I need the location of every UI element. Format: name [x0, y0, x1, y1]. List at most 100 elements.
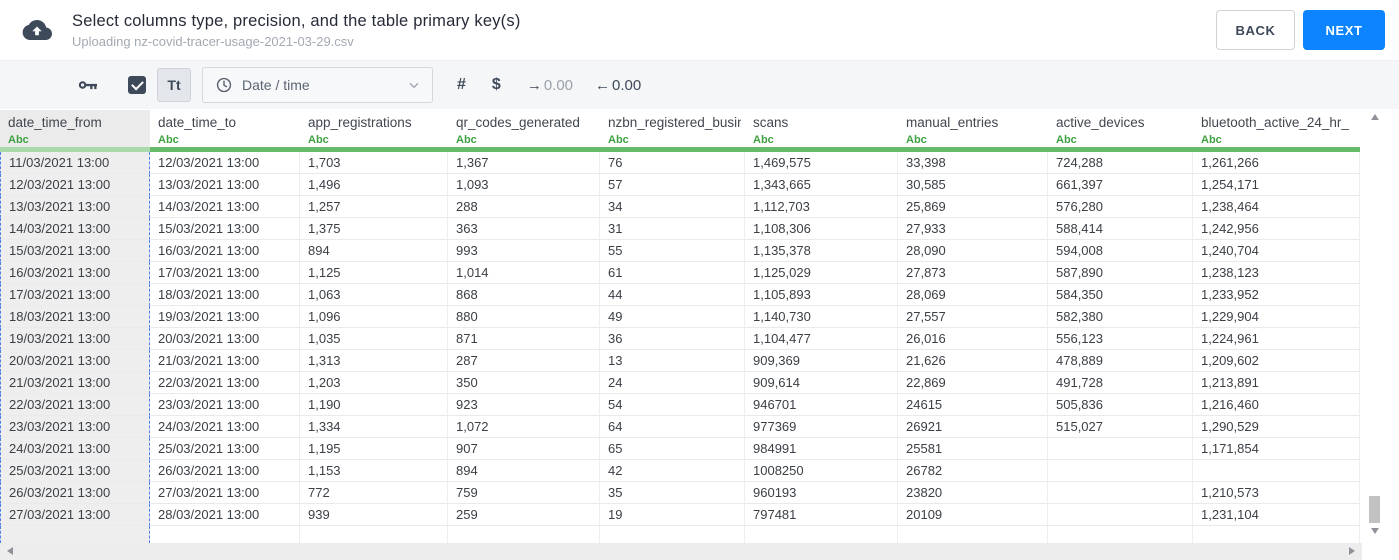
column-type-label: Abc	[1201, 134, 1222, 146]
table-cell: 515,027	[1048, 416, 1193, 438]
table-cell: 724,288	[1048, 152, 1193, 174]
column-header-date_time_to[interactable]: date_time_to Abc	[150, 110, 300, 152]
table-cell: 1,290,529	[1193, 416, 1360, 438]
table-cell: 993	[448, 240, 600, 262]
text-type-button[interactable]: Tt	[157, 68, 191, 102]
table-cell: 13	[600, 350, 745, 372]
increase-precision-button[interactable]: → 0.00	[527, 77, 573, 94]
column-type-label: Abc	[906, 134, 927, 146]
table-cell: 35	[600, 482, 745, 504]
table-cell: 36	[600, 328, 745, 350]
column-header-manual_entries[interactable]: manual_entries Abc	[898, 110, 1048, 152]
column-header-date_time_from[interactable]: date_time_from Abc	[0, 110, 150, 152]
table-cell: 19/03/2021 13:00	[0, 328, 150, 350]
table-cell: 939	[300, 504, 448, 526]
column-name: scans	[753, 115, 789, 130]
table-cell: 22/03/2021 13:00	[150, 372, 300, 394]
table-cell: 16/03/2021 13:00	[0, 262, 150, 284]
table-cell: 11/03/2021 13:00	[0, 152, 150, 174]
table-cell: 27/03/2021 13:00	[150, 482, 300, 504]
key-icon	[78, 81, 97, 90]
column-header-qr_codes_generated[interactable]: qr_codes_generated Abc	[448, 110, 600, 152]
include-column-checkbox[interactable]	[128, 76, 146, 94]
column-header-active_devices[interactable]: active_devices Abc	[1048, 110, 1193, 152]
table-cell: 960193	[745, 482, 898, 504]
scroll-down-icon[interactable]	[1371, 528, 1379, 534]
table-cell	[1193, 460, 1360, 482]
back-button[interactable]: BACK	[1216, 10, 1295, 50]
table-cell: 1,105,893	[745, 284, 898, 306]
column-header-scans[interactable]: scans Abc	[745, 110, 898, 152]
table-row: 15/03/2021 13:00 16/03/2021 13:00 894 993 55…	[0, 240, 1360, 262]
table-cell: 31	[600, 218, 745, 240]
column-type-label: Abc	[308, 134, 329, 146]
table-cell: 1,216,460	[1193, 394, 1360, 416]
table-row: 19/03/2021 13:00 20/03/2021 13:00 1,035 871…	[0, 328, 1360, 350]
arrow-right-icon: →	[526, 76, 542, 94]
scroll-up-icon[interactable]	[1371, 114, 1379, 120]
table-row: 16/03/2021 13:00 17/03/2021 13:00 1,125 1,0…	[0, 262, 1360, 284]
table-cell: 1,231,104	[1193, 504, 1360, 526]
number-type-button[interactable]: #	[457, 76, 466, 93]
table-cell: 350	[448, 372, 600, 394]
table-cell: 1,125	[300, 262, 448, 284]
table-cell: 772	[300, 482, 448, 504]
table-cell: 556,123	[1048, 328, 1193, 350]
table-cell: 907	[448, 438, 600, 460]
table-cell: 363	[448, 218, 600, 240]
table-cell: 22/03/2021 13:00	[0, 394, 150, 416]
column-type-label: Abc	[1056, 134, 1077, 146]
table-cell: 1,261,266	[1193, 152, 1360, 174]
table-cell: 16/03/2021 13:00	[150, 240, 300, 262]
column-type-label: Abc	[158, 134, 179, 146]
table-cell: 259	[448, 504, 600, 526]
table-cell: 1,229,904	[1193, 306, 1360, 328]
table-row: 21/03/2021 13:00 22/03/2021 13:00 1,203 350…	[0, 372, 1360, 394]
table-cell: 27,557	[898, 306, 1048, 328]
table-cell: 1,190	[300, 394, 448, 416]
vertical-scrollbar-thumb[interactable]	[1369, 496, 1380, 523]
table-cell	[1048, 438, 1193, 460]
table-row: 12/03/2021 13:00 13/03/2021 13:00 1,496 1,0…	[0, 174, 1360, 196]
table-cell: 21/03/2021 13:00	[150, 350, 300, 372]
table-cell: 27,873	[898, 262, 1048, 284]
table-row: 13/03/2021 13:00 14/03/2021 13:00 1,257 288…	[0, 196, 1360, 218]
table-cell: 1,496	[300, 174, 448, 196]
table-cell: 1,096	[300, 306, 448, 328]
table-cell: 1,153	[300, 460, 448, 482]
column-header-nzbn_registered_busine[interactable]: nzbn_registered_busine Abc	[600, 110, 745, 152]
table-cell: 880	[448, 306, 600, 328]
table-cell: 23820	[898, 482, 1048, 504]
table-cell: 23/03/2021 13:00	[0, 416, 150, 438]
currency-type-button[interactable]: $	[491, 76, 501, 93]
table-cell: 28,069	[898, 284, 1048, 306]
table-cell: 13/03/2021 13:00	[150, 174, 300, 196]
horizontal-scrollbar[interactable]	[0, 543, 1362, 560]
primary-key-button[interactable]	[76, 73, 100, 97]
next-button[interactable]: NEXT	[1303, 10, 1385, 50]
table-cell: 1,254,171	[1193, 174, 1360, 196]
vertical-scrollbar[interactable]	[1368, 112, 1382, 540]
table-cell: 1,035	[300, 328, 448, 350]
scroll-right-icon[interactable]	[1349, 547, 1355, 555]
table-cell: 1,224,961	[1193, 328, 1360, 350]
table-cell: 21,626	[898, 350, 1048, 372]
table-row: 11/03/2021 13:00 12/03/2021 13:00 1,703 1,3…	[0, 152, 1360, 174]
table-cell: 1,375	[300, 218, 448, 240]
table-cell: 1008250	[745, 460, 898, 482]
table-cell: 1,063	[300, 284, 448, 306]
column-header-app_registrations[interactable]: app_registrations Abc	[300, 110, 448, 152]
column-type-dropdown[interactable]: Date / time	[202, 67, 433, 103]
increase-precision-value: 0.00	[543, 76, 574, 94]
data-preview-table-area: date_time_from Abc date_time_to Abc app_regi…	[0, 110, 1399, 560]
table-cell: 1,213,891	[1193, 372, 1360, 394]
table-cell: 55	[600, 240, 745, 262]
table-cell: 594,008	[1048, 240, 1193, 262]
table-cell: 1,140,730	[745, 306, 898, 328]
scroll-left-icon[interactable]	[7, 547, 13, 555]
table-row: 14/03/2021 13:00 15/03/2021 13:00 1,375 363…	[0, 218, 1360, 240]
decrease-precision-button[interactable]: ← 0.00	[595, 77, 641, 94]
column-header-bluetooth_active_24_hr_[interactable]: bluetooth_active_24_hr_ Abc	[1193, 110, 1360, 152]
table-cell: 1,195	[300, 438, 448, 460]
column-type-label: Abc	[753, 134, 774, 146]
